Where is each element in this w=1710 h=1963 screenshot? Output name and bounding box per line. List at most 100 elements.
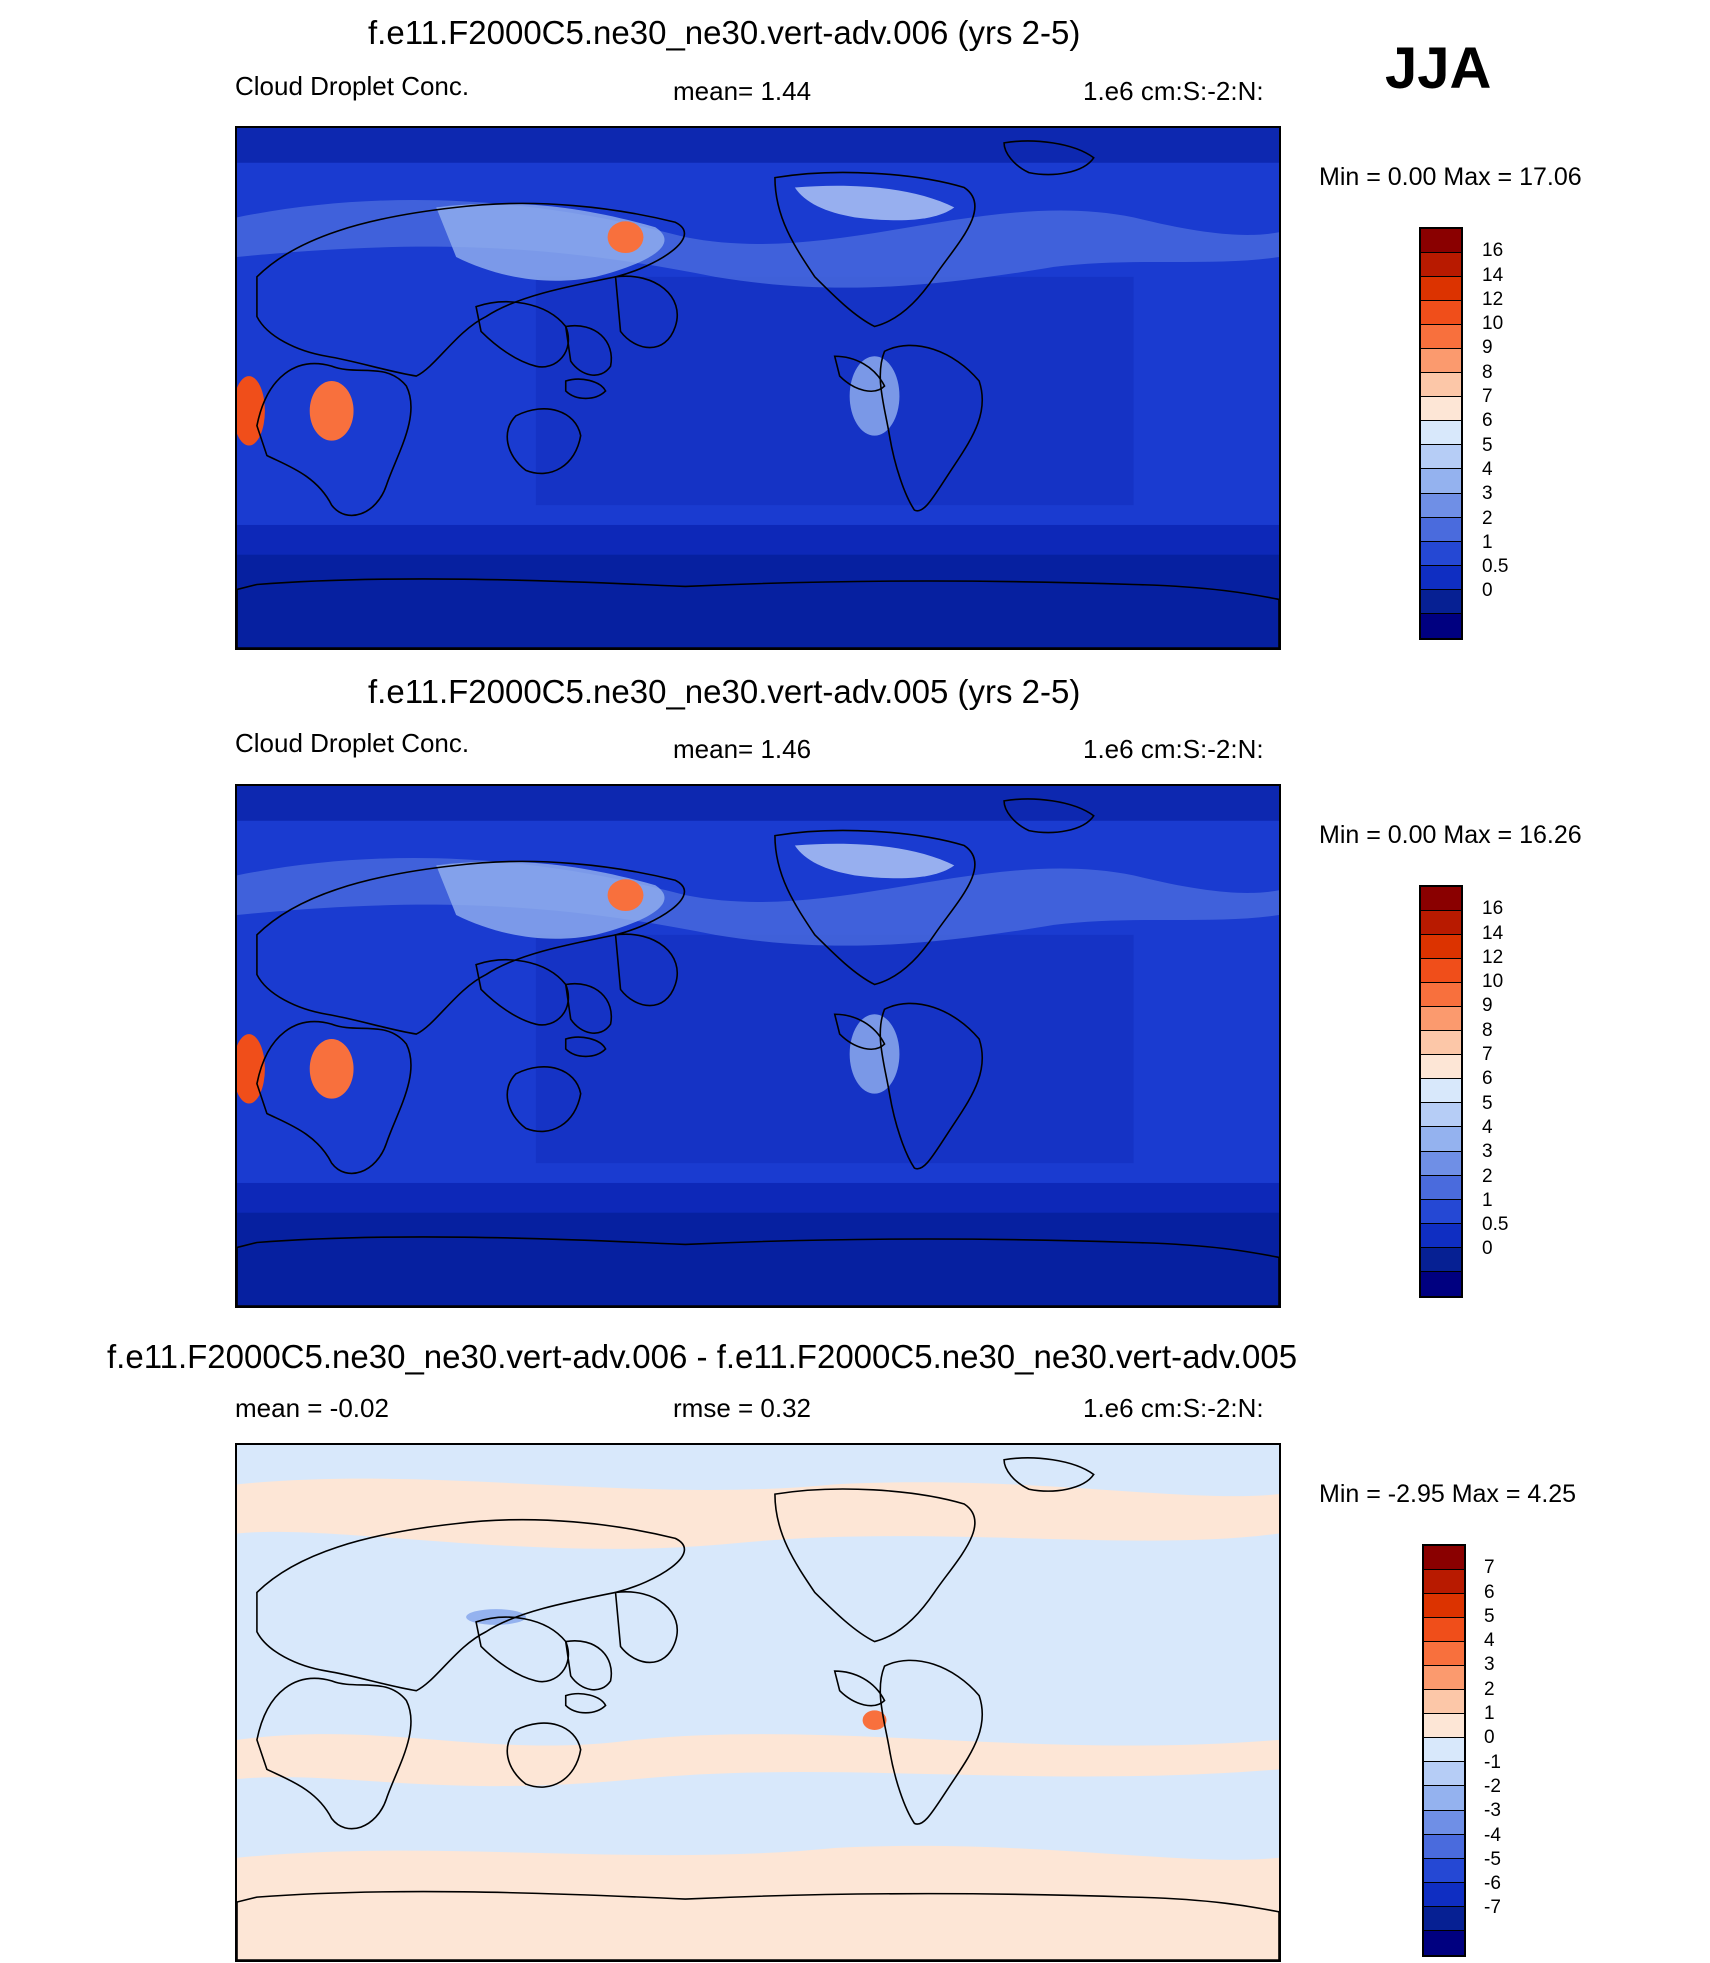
arctic-band [237, 128, 1279, 163]
coastline [237, 578, 1279, 648]
colorbar-swatch [1421, 277, 1461, 302]
panel-3-mean-label: mean = -0.02 [235, 1393, 389, 1423]
colorbar-swatch [1424, 1666, 1464, 1691]
coastline [1003, 140, 1095, 176]
panel-3-minmax: Min = -2.95 Max = 4.25 [1319, 1480, 1577, 1508]
coastline [564, 1640, 613, 1691]
colorbar-label: 4 [1482, 1116, 1493, 1138]
colorbar-label: 12 [1482, 288, 1504, 310]
panel-2-units-label: 1.e6 cm:S:-2:N: [1083, 734, 1264, 764]
coastline [564, 1036, 607, 1058]
hotspot-africa-south [309, 381, 354, 441]
colorbar-label: 3 [1482, 1141, 1493, 1163]
coastline [614, 275, 678, 349]
coastline [564, 982, 613, 1034]
panel-1-mean-label: mean= 1.44 [673, 76, 812, 106]
coastline [879, 344, 984, 512]
colorbar-label: 12 [1482, 946, 1504, 968]
colorbar-label: 0.5 [1482, 1214, 1509, 1236]
high-concentration-band [436, 861, 665, 939]
panel-2-colorbar [1419, 885, 1463, 1298]
colorbar-label: 1 [1484, 1703, 1495, 1725]
colorbar-label: 0 [1484, 1727, 1495, 1749]
colorbar-swatch [1424, 1690, 1464, 1715]
colorbar-label: 2 [1484, 1678, 1495, 1700]
antarctic-band [237, 554, 1279, 648]
hotspot-east-asia [607, 221, 644, 254]
antarctic-band [237, 1212, 1279, 1306]
colorbar-label: -1 [1484, 1751, 1501, 1773]
coastline [564, 1692, 607, 1714]
positive-band-north [237, 1478, 1279, 1549]
colorbar-swatch [1421, 613, 1461, 638]
south-america-band [849, 1014, 900, 1094]
panel-2-minmax: Min = 0.00 Max = 16.26 [1319, 821, 1582, 849]
colorbar-swatch [1421, 349, 1461, 374]
colorbar-swatch [1424, 1882, 1464, 1907]
colorbar-label: -3 [1484, 1800, 1501, 1822]
coastline [237, 1890, 1279, 1960]
colorbar-label: 6 [1484, 1581, 1495, 1603]
colorbar-label: 6 [1482, 1068, 1493, 1090]
positive-band-tropics [237, 1734, 1279, 1787]
colorbar-label: 0.5 [1482, 556, 1509, 578]
panel-1-variable-label: Cloud Droplet Conc. [235, 71, 470, 101]
coastline [1003, 1457, 1095, 1492]
coastline [564, 324, 613, 376]
coastline [256, 860, 685, 1035]
colorbar-label: -7 [1484, 1897, 1501, 1919]
colorbar-label: 10 [1482, 313, 1504, 335]
panel-1-map [235, 126, 1281, 650]
colorbar-label: 9 [1482, 337, 1493, 359]
colorbar-label: 3 [1482, 483, 1493, 505]
colorbar-swatch [1421, 517, 1461, 542]
colorbar-swatch [1424, 1834, 1464, 1859]
panel-1-units-label: 1.e6 cm:S:-2:N: [1083, 76, 1264, 106]
colorbar-swatch [1421, 887, 1461, 912]
coastline [256, 1677, 412, 1830]
colorbar-swatch [1424, 1930, 1464, 1955]
tropical-ocean [535, 934, 1134, 1164]
coastline [475, 301, 570, 368]
colorbar-swatch [1421, 1103, 1461, 1128]
colorbar-swatch [1421, 445, 1461, 470]
panel-2-mean-label: mean= 1.46 [673, 734, 812, 764]
hotspot-east-asia [607, 879, 644, 912]
colorbar-swatch [1424, 1714, 1464, 1739]
coastline [879, 1002, 984, 1170]
colorbar-swatch [1424, 1546, 1464, 1571]
colorbar-label: 8 [1482, 361, 1493, 383]
colorbar-swatch [1421, 935, 1461, 960]
colorbar-swatch [1421, 1151, 1461, 1176]
coastline [256, 1518, 685, 1692]
map-field [237, 786, 1279, 1306]
colorbar-swatch [1424, 1738, 1464, 1763]
colorbar-swatch [1421, 1247, 1461, 1272]
colorbar-label: 2 [1482, 507, 1493, 529]
coastline [564, 378, 607, 400]
colorbar-label: 1 [1482, 531, 1493, 553]
panel-3-title: f.e11.F2000C5.ne30_ne30.vert-adv.006 - f… [107, 1338, 1298, 1375]
colorbar-swatch [1424, 1810, 1464, 1835]
colorbar-swatch [1421, 983, 1461, 1008]
coastline [614, 1591, 678, 1664]
map-field [237, 1445, 1279, 1960]
colorbar-label: 5 [1484, 1605, 1495, 1627]
coastline [475, 959, 570, 1026]
colorbar-swatch [1424, 1858, 1464, 1883]
coastline [256, 1020, 412, 1175]
colorbar-label: 14 [1482, 264, 1504, 286]
coastline [237, 1236, 1279, 1306]
colorbar-swatch [1421, 301, 1461, 326]
panel-2-title: f.e11.F2000C5.ne30_ne30.vert-adv.005 (yr… [368, 673, 1081, 710]
colorbar-swatch [1421, 1223, 1461, 1248]
coastline [614, 933, 678, 1007]
coastline [256, 362, 412, 517]
panel-1-minmax: Min = 0.00 Max = 17.06 [1319, 163, 1582, 191]
colorbar-label: 7 [1482, 386, 1493, 408]
colorbar-label: -6 [1484, 1873, 1501, 1895]
colorbar-swatch [1421, 1175, 1461, 1200]
colorbar-swatch [1421, 229, 1461, 254]
colorbar-label: 0 [1482, 1238, 1493, 1260]
colorbar-swatch [1421, 397, 1461, 422]
